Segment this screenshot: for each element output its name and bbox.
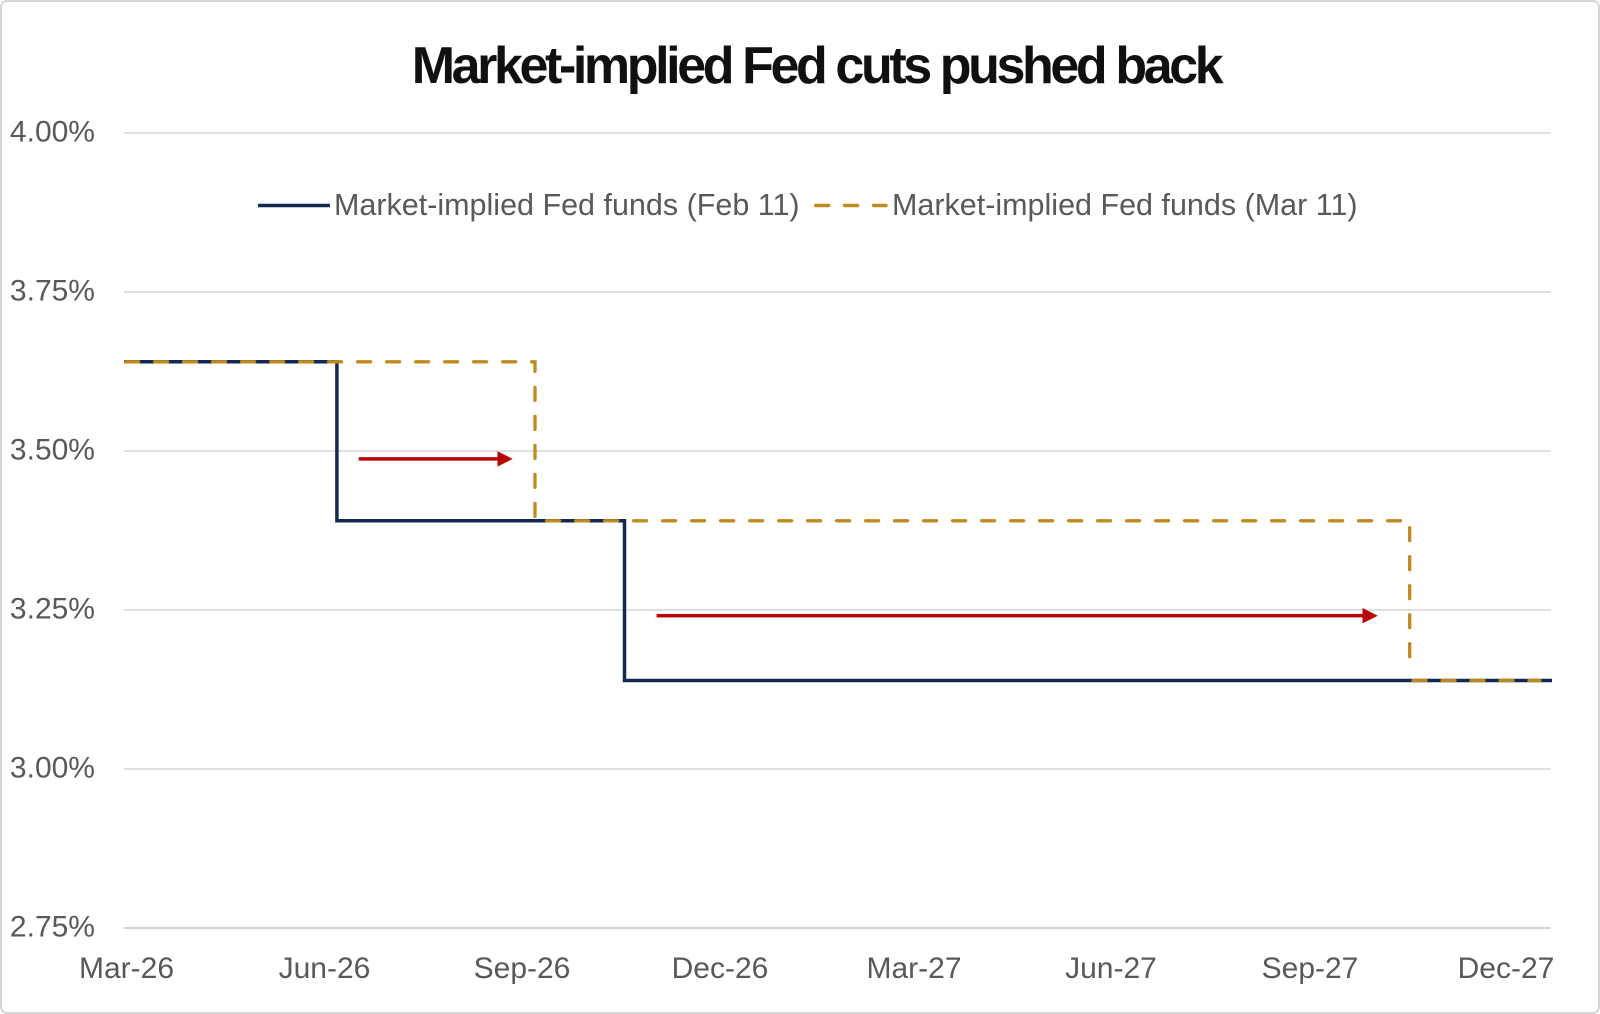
- svg-text:Dec-27: Dec-27: [1458, 952, 1555, 985]
- svg-text:3.75%: 3.75%: [10, 275, 95, 308]
- svg-text:Dec-26: Dec-26: [672, 952, 769, 985]
- svg-text:3.25%: 3.25%: [10, 593, 95, 626]
- svg-text:3.50%: 3.50%: [10, 434, 95, 467]
- svg-text:Jun-26: Jun-26: [279, 952, 371, 985]
- svg-text:Market-implied Fed funds (Mar: Market-implied Fed funds (Mar 11): [892, 188, 1358, 222]
- svg-text:Market-implied Fed cuts pushed: Market-implied Fed cuts pushed back: [412, 37, 1224, 95]
- svg-text:Jun-27: Jun-27: [1065, 952, 1157, 985]
- svg-text:Sep-26: Sep-26: [474, 952, 571, 985]
- svg-text:Mar-27: Mar-27: [866, 952, 961, 985]
- svg-text:2.75%: 2.75%: [10, 911, 95, 944]
- svg-text:Sep-27: Sep-27: [1262, 952, 1359, 985]
- svg-text:3.00%: 3.00%: [10, 752, 95, 785]
- svg-text:Mar-26: Mar-26: [79, 952, 174, 985]
- svg-text:Market-implied Fed funds (Feb: Market-implied Fed funds (Feb 11): [334, 188, 800, 222]
- svg-text:4.00%: 4.00%: [10, 116, 95, 149]
